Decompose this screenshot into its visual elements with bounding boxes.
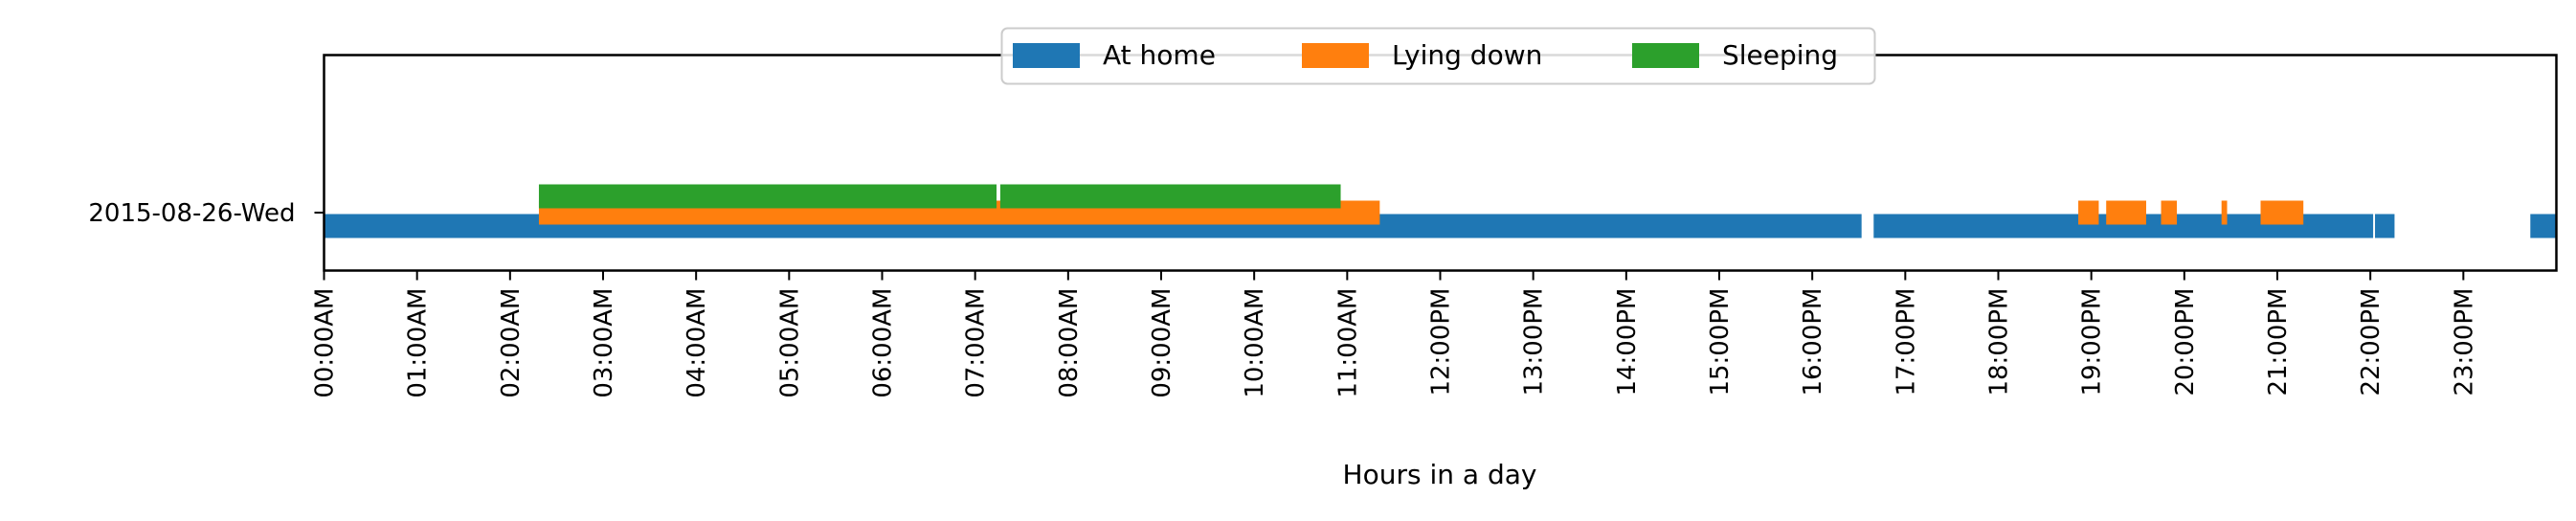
bars-layer: [324, 184, 2557, 238]
x-tick-label: 02:00AM: [497, 288, 526, 398]
y-tick-label: 2015-08-26-Wed: [88, 199, 295, 228]
bar-sleeping: [538, 184, 997, 209]
bar-at-home: [2375, 214, 2395, 238]
x-tick-label: 06:00AM: [869, 288, 898, 398]
x-axis: 00:00AM 01:00AM 02:00AM 03:00AM 04:00AM 05:00…: [311, 270, 2478, 398]
x-tick-label: 04:00AM: [683, 288, 711, 398]
x-tick-label: 15:00PM: [1706, 288, 1735, 396]
x-tick-label: 13:00PM: [1520, 288, 1549, 396]
x-tick-label: 11:00AM: [1333, 288, 1362, 398]
legend: At home Lying down Sleeping: [1000, 27, 1876, 85]
legend-swatch-lying-down: [1302, 43, 1369, 68]
x-tick-label: 08:00AM: [1055, 288, 1084, 398]
x-tick-label: 20:00PM: [2171, 288, 2200, 396]
bar-at-home: [2530, 214, 2557, 238]
bar-sleeping: [999, 184, 1341, 209]
legend-swatch-at-home: [1013, 43, 1080, 68]
x-tick-label: 23:00PM: [2450, 288, 2478, 396]
x-tick-label: 19:00PM: [2078, 288, 2107, 396]
legend-label-sleeping: Sleeping: [1722, 39, 1838, 71]
x-tick-label: 16:00PM: [1799, 288, 1827, 396]
x-tick-label: 21:00PM: [2264, 288, 2293, 396]
y-axis: 2015-08-26-Wed: [88, 199, 325, 228]
x-tick-label: 17:00PM: [1892, 288, 1920, 396]
x-tick-label: 00:00AM: [311, 288, 340, 398]
x-tick-label: 07:00AM: [962, 288, 991, 398]
x-tick-label: 14:00PM: [1613, 288, 1642, 396]
x-tick-label: 03:00AM: [590, 288, 618, 398]
x-tick-label: 05:00AM: [775, 288, 804, 398]
legend-label-lying-down: Lying down: [1392, 39, 1542, 71]
bar-lying-down: [2221, 200, 2228, 225]
legend-swatch-sleeping: [1632, 43, 1699, 68]
x-tick-label: 09:00AM: [1148, 288, 1176, 398]
bar-lying-down: [2078, 200, 2099, 225]
x-axis-title: Hours in a day: [1343, 459, 1537, 490]
x-tick-label: 01:00AM: [404, 287, 433, 397]
x-tick-label: 22:00PM: [2357, 288, 2386, 396]
x-tick-label: 12:00PM: [1427, 288, 1456, 396]
bar-lying-down: [2260, 200, 2304, 225]
x-tick-label: 10:00AM: [1241, 288, 1269, 398]
plot-frame: [323, 54, 2558, 272]
x-tick-label: 18:00PM: [1985, 288, 2014, 396]
legend-box: [1000, 27, 1876, 85]
bar-lying-down: [2106, 200, 2146, 225]
legend-label-at-home: At home: [1103, 39, 1216, 71]
bar-lying-down: [2161, 200, 2178, 225]
